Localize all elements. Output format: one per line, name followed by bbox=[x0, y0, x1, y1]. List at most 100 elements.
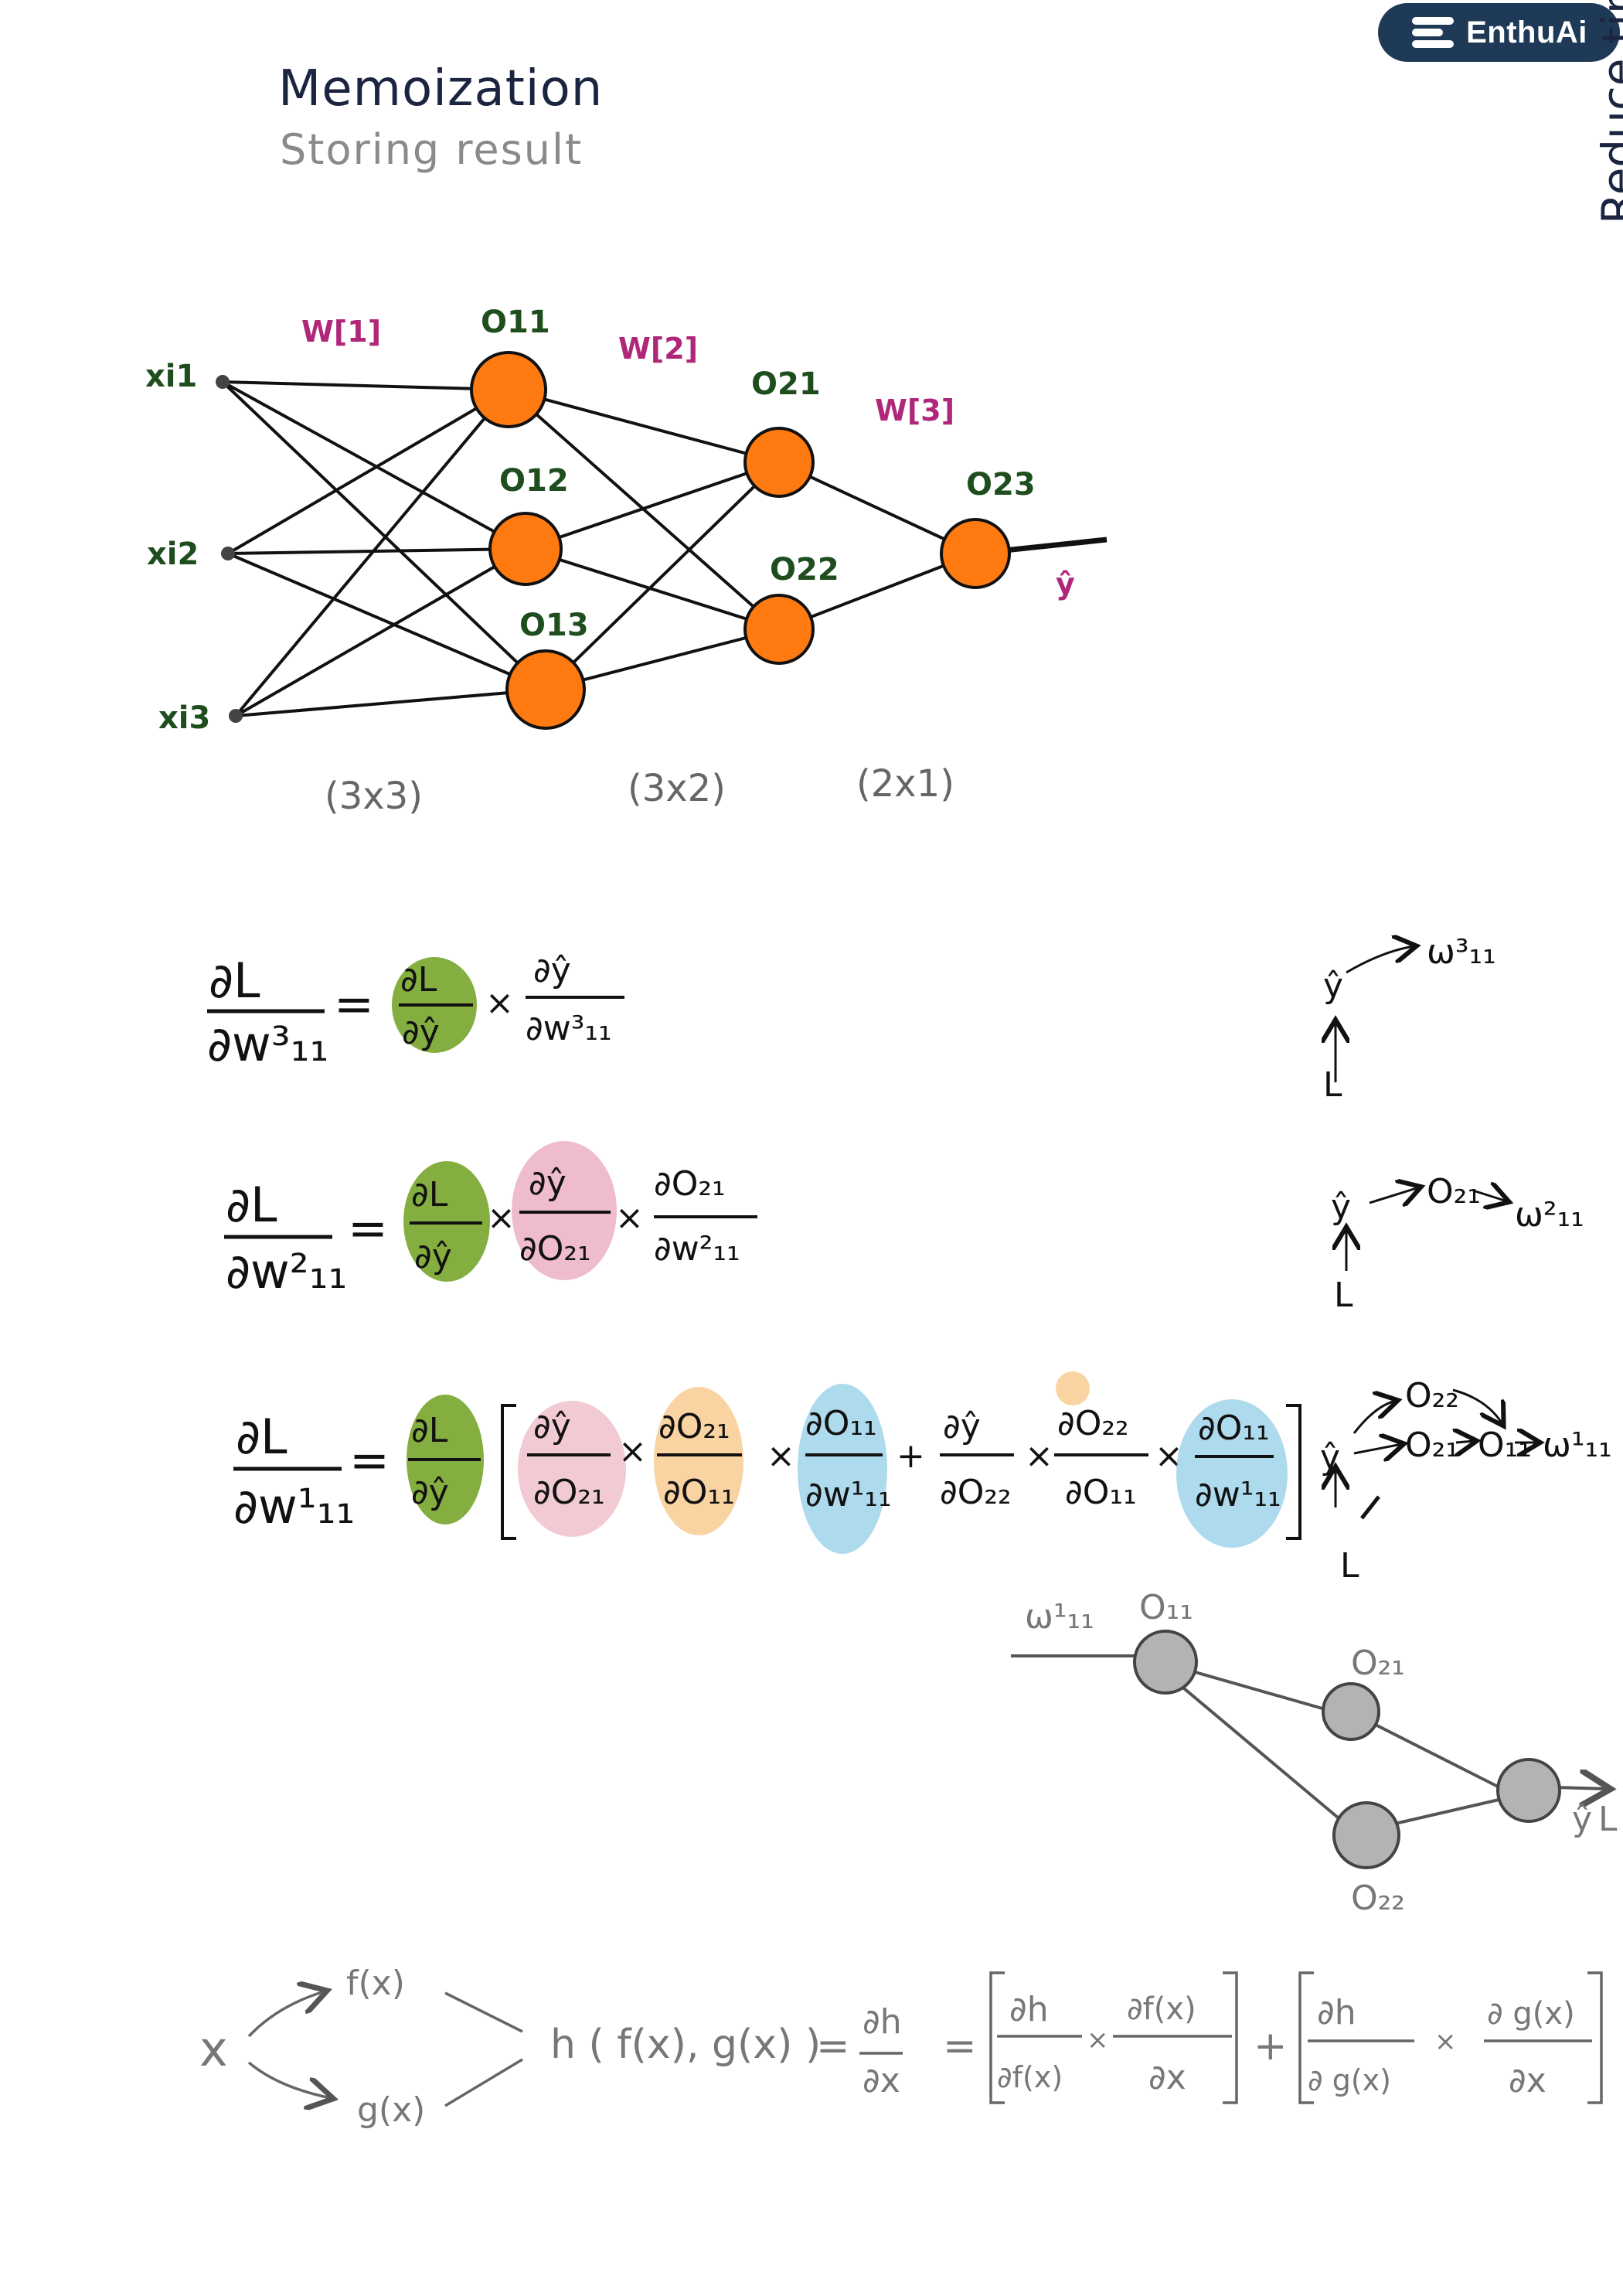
eq3-e-num: ∂O₂₂ bbox=[1057, 1404, 1129, 1443]
chain-a-num: ∂h bbox=[1009, 1990, 1049, 2029]
input-node-1 bbox=[216, 375, 230, 389]
path-sketch-3 bbox=[1335, 1388, 1538, 1520]
eq2-times-2: × bbox=[615, 1198, 644, 1238]
eq1-t2-num: ∂ŷ bbox=[533, 951, 571, 990]
pink-highlight bbox=[518, 1401, 626, 1537]
orange-highlight bbox=[654, 1387, 743, 1535]
input-label-3: xi3 bbox=[158, 700, 210, 736]
chain-equals-1: = bbox=[816, 2023, 850, 2069]
eq2-t2-den: ∂O₂₁ bbox=[519, 1229, 591, 1269]
bracket-right bbox=[1286, 1404, 1301, 1540]
chain-f: f(x) bbox=[346, 1964, 405, 2003]
p3-a: O₂₂ bbox=[1405, 1376, 1459, 1415]
neuron-o21 bbox=[743, 427, 815, 498]
weight-label-1: W[1] bbox=[301, 315, 381, 349]
output-label: ŷ bbox=[1056, 567, 1075, 601]
weight-label-3: W[3] bbox=[875, 393, 954, 428]
p2-bottom: L bbox=[1334, 1276, 1353, 1315]
eq3-times-3: × bbox=[1025, 1436, 1053, 1476]
page-title: Memoization bbox=[278, 60, 604, 118]
eq1-t1-num: ∂L bbox=[400, 960, 437, 1000]
chain-a-den: ∂f(x) bbox=[997, 2060, 1063, 2094]
page-subtitle: Storing result bbox=[280, 125, 584, 174]
chain-dhdx-num: ∂h bbox=[863, 2002, 902, 2042]
eq2-lhs-den: ∂w²₁₁ bbox=[226, 1243, 347, 1300]
chain-d-num: ∂ g(x) bbox=[1487, 1996, 1575, 2032]
neuron-o12 bbox=[488, 512, 563, 586]
chain-rule: x f(x) g(x) h ( f(x), g(x) ) = ∂h ∂x = ∂… bbox=[199, 1964, 1603, 2130]
chain-h: h ( f(x), g(x) ) bbox=[550, 2022, 821, 2068]
eq3-plus: + bbox=[897, 1436, 925, 1476]
subgraph-weight: ω¹₁₁ bbox=[1025, 1597, 1094, 1637]
subgraph-node-o11 bbox=[1133, 1630, 1198, 1695]
logo-text: EnthuAi bbox=[1466, 15, 1587, 49]
neuron-label-o13: O13 bbox=[519, 608, 589, 643]
input-node-2 bbox=[221, 547, 235, 560]
chain-c-num: ∂h bbox=[1317, 1993, 1356, 2032]
eq3-c-num: ∂O₁₁ bbox=[805, 1404, 877, 1443]
eq2-times-1: × bbox=[487, 1198, 515, 1238]
eq1-t2-den: ∂w³₁₁ bbox=[526, 1009, 612, 1048]
stack-icon bbox=[1412, 17, 1455, 48]
eq3-equals: = bbox=[349, 1432, 390, 1488]
equation-1: ∂L ∂w³₁₁ = ∂L ∂ŷ × ∂ŷ ∂w³₁₁ bbox=[207, 951, 624, 1072]
eq3-t1-num: ∂L bbox=[411, 1411, 448, 1450]
path-sketch-1 bbox=[1335, 946, 1414, 1082]
neuron-label-o21: O21 bbox=[751, 366, 821, 402]
eq2-t3-num: ∂O₂₁ bbox=[654, 1164, 726, 1204]
chain-times-1: × bbox=[1087, 2025, 1109, 2056]
eq3-b-num: ∂O₂₁ bbox=[658, 1407, 730, 1446]
logo-badge: EnthuAi bbox=[1378, 3, 1620, 62]
eq2-equals: = bbox=[348, 1200, 388, 1256]
eq2-t1-num: ∂L bbox=[411, 1175, 448, 1214]
neuron-label-o23: O23 bbox=[966, 467, 1036, 502]
blue-highlight bbox=[798, 1384, 887, 1554]
eq3-f-num: ∂O₁₁ bbox=[1198, 1409, 1270, 1448]
neuron-label-o12: O12 bbox=[499, 463, 569, 499]
eq3-a-num: ∂ŷ bbox=[533, 1407, 571, 1446]
input-node-3 bbox=[229, 709, 243, 723]
eq1-times: × bbox=[485, 983, 514, 1023]
equation-3: ∂L ∂w¹₁₁ = ∂L ∂ŷ ∂ŷ ∂O₂₁ × ∂O₂₁ ∂O₁₁ × ∂… bbox=[233, 1371, 1301, 1554]
bracket-left bbox=[501, 1404, 516, 1540]
input-label-2: xi2 bbox=[147, 537, 199, 572]
input-label-1: xi1 bbox=[145, 359, 197, 394]
subgraph-node-o22 bbox=[1332, 1801, 1400, 1869]
dim-label-2: (3x2) bbox=[628, 767, 726, 810]
p3-target: ω¹₁₁ bbox=[1543, 1426, 1612, 1465]
p3-bottom: L bbox=[1340, 1546, 1359, 1586]
eq3-times-2: × bbox=[767, 1436, 795, 1476]
chain-b-num: ∂f(x) bbox=[1127, 1991, 1196, 2027]
subgraph-node-out bbox=[1496, 1758, 1561, 1823]
eq2-t1-den: ∂ŷ bbox=[414, 1237, 452, 1276]
neuron-o13 bbox=[505, 649, 586, 730]
eq1-t1-den: ∂ŷ bbox=[402, 1013, 440, 1052]
eq3-a-den: ∂O₂₁ bbox=[533, 1473, 605, 1512]
neuron-o11 bbox=[470, 351, 547, 428]
p2-mid: ŷ bbox=[1331, 1187, 1351, 1227]
eq2-t3-den: ∂w²₁₁ bbox=[654, 1229, 740, 1269]
dim-label-3: (2x1) bbox=[856, 762, 954, 806]
eq3-c-den: ∂w¹₁₁ bbox=[805, 1475, 892, 1514]
eq2-t2-num: ∂ŷ bbox=[529, 1163, 567, 1203]
chain-plus: + bbox=[1254, 2023, 1288, 2069]
chain-dhdx-den: ∂x bbox=[863, 2061, 900, 2100]
eq1-lhs-num: ∂L bbox=[209, 952, 260, 1009]
weight-label-2: W[2] bbox=[618, 332, 698, 366]
eq1-lhs-den: ∂w³₁₁ bbox=[207, 1016, 328, 1072]
eq3-lhs-den: ∂w¹₁₁ bbox=[233, 1478, 355, 1535]
eq3-lhs-num: ∂L bbox=[236, 1409, 288, 1465]
chain-x: x bbox=[199, 2021, 228, 2077]
eq3-d-num: ∂ŷ bbox=[943, 1407, 981, 1446]
network-diagram bbox=[221, 380, 1108, 717]
eq2-lhs-num: ∂L bbox=[226, 1177, 277, 1233]
neuron-o23 bbox=[940, 518, 1011, 589]
p3-mid: ŷ bbox=[1320, 1438, 1340, 1477]
subgraph-label-out: ŷ bbox=[1572, 1800, 1592, 1839]
eq3-e-den: ∂O₁₁ bbox=[1065, 1473, 1137, 1512]
dim-label-1: (3x3) bbox=[325, 775, 423, 818]
subgraph-label-o11: O₁₁ bbox=[1139, 1588, 1193, 1627]
chain-c-den: ∂ g(x) bbox=[1308, 2063, 1391, 2097]
neuron-label-o11: O11 bbox=[481, 305, 550, 340]
